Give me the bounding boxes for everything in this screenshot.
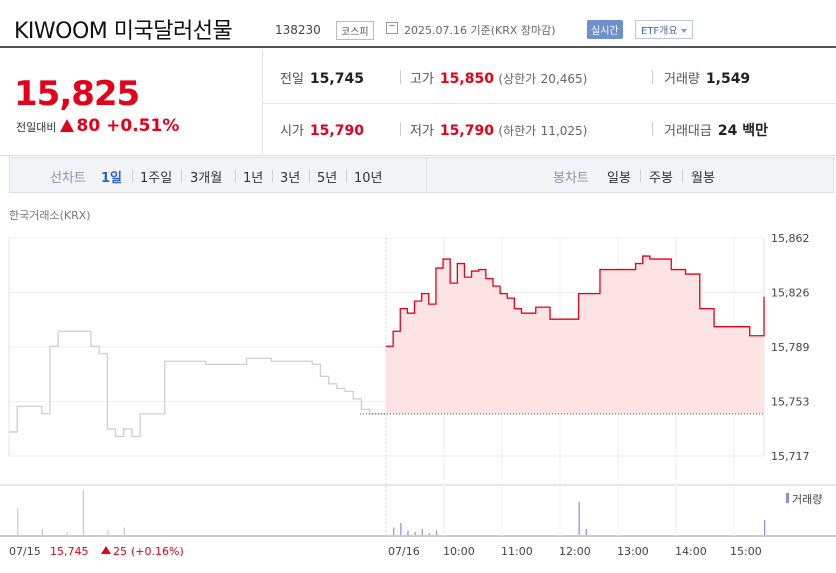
prev-day-line: [9, 330, 386, 438]
calendar-icon: [386, 22, 398, 34]
prev-close-footer: 15,745: [50, 545, 89, 558]
today-volume-bar: [400, 523, 402, 535]
change-label: 전일대비: [16, 121, 57, 134]
x-tick-label: 07/16: [388, 545, 420, 558]
etf-info-dropdown[interactable]: ETF개요: [635, 20, 693, 39]
volume-legend-label: 거래량: [792, 493, 822, 506]
low-price: 저가 15,790 (하한가 11,025): [410, 123, 588, 139]
tab-3year[interactable]: 3년: [280, 171, 301, 186]
chart-period-tabs: 선차트 1일 1주일 3개월 1년 3년 5년 10년 봉차트 일봉 주봉 월봉: [9, 157, 834, 193]
volume: 거래량 1,549: [664, 71, 751, 87]
change-value: 80: [76, 116, 101, 136]
today-volume-bar: [414, 532, 416, 535]
tab-1week[interactable]: 1주일: [140, 171, 173, 186]
today-volume-bar: [585, 529, 587, 535]
x-tick-label: 10:00: [443, 545, 475, 558]
price-chart[interactable]: 15,862 15,826 15,789 15,753 15,717 거래량 07/15 07…: [0, 230, 836, 573]
tab-3month[interactable]: 3개월: [190, 171, 223, 186]
base-date: 2025.07.16 기준(KRX 장마감): [404, 24, 556, 37]
prev-volume-bar: [123, 527, 125, 535]
prev-volume-bar: [82, 490, 84, 535]
stock-name: KIWOOM 미국달러선물: [14, 19, 233, 44]
x-tick-label: 11:00: [501, 545, 533, 558]
quote-panel: 15,825 전일대비 80 +0.51% 전일 15,745 고가 15,850 (상…: [0, 50, 836, 156]
today-volume-bar: [421, 529, 423, 535]
up-triangle-icon: [60, 119, 75, 132]
prev-volume-bar: [66, 532, 68, 535]
market-badge: 코스피: [336, 21, 374, 40]
prev-volume-bar: [107, 530, 109, 535]
trade-value: 거래대금 24 백만: [664, 123, 768, 139]
tab-daily-candle[interactable]: 일봉: [607, 171, 631, 186]
today-volume-bar: [393, 527, 395, 535]
y-tick-label: 15,789: [771, 341, 810, 354]
today-volume-bar: [435, 530, 438, 535]
today-volume-bar: [578, 502, 580, 535]
line-chart-label: 선차트: [50, 171, 86, 186]
tab-monthly-candle[interactable]: 월봉: [691, 171, 715, 186]
today-area-fill: [386, 256, 764, 414]
tab-1year[interactable]: 1년: [243, 171, 264, 186]
today-volume-bar: [407, 530, 409, 535]
open-price: 시가 15,790: [280, 123, 364, 139]
tab-weekly-candle[interactable]: 주봉: [649, 171, 673, 186]
current-price: 15,825: [14, 74, 140, 114]
tab-5year[interactable]: 5년: [317, 171, 338, 186]
realtime-button[interactable]: 실시간: [587, 20, 623, 39]
volume-legend-swatch: [786, 493, 789, 503]
y-tick-label: 15,826: [771, 287, 810, 300]
prev-volume-bar: [17, 508, 19, 535]
y-tick-label: 15,717: [771, 450, 810, 463]
y-tick-label: 15,753: [771, 396, 810, 409]
x-tick-label: 13:00: [617, 545, 649, 558]
today-volume-bar: [764, 520, 766, 535]
change-percent: +0.51%: [106, 116, 180, 136]
stock-header: KIWOOM 미국달러선물 138230 코스피 2025.07.16 기준(K…: [0, 0, 836, 48]
stock-code: 138230: [275, 23, 321, 37]
y-tick-label: 15,862: [771, 232, 810, 245]
tab-10year[interactable]: 10년: [354, 171, 383, 186]
candle-chart-label: 봉차트: [553, 171, 589, 186]
data-source: 한국거래소(KRX): [9, 209, 91, 222]
x-tick-label: 15:00: [730, 545, 762, 558]
chevron-down-icon: [680, 29, 687, 33]
x-tick-label: 14:00: [675, 545, 707, 558]
today-volume-bar: [428, 533, 430, 535]
change-row: 전일대비 80 +0.51%: [16, 116, 179, 136]
tab-1day[interactable]: 1일: [101, 171, 123, 186]
prev-change-footer: 25: [113, 545, 127, 558]
prev-volume-bar: [41, 529, 43, 535]
x-tick-label: 07/15: [9, 545, 41, 558]
high-price: 고가 15,850 (상한가 20,465): [410, 71, 588, 87]
prev-close: 전일 15,745: [280, 71, 364, 87]
up-triangle-icon: [101, 546, 111, 554]
prev-change-pct-footer: (+0.16%): [131, 545, 184, 558]
x-tick-label: 12:00: [559, 545, 591, 558]
today-price-line: [386, 255, 765, 347]
